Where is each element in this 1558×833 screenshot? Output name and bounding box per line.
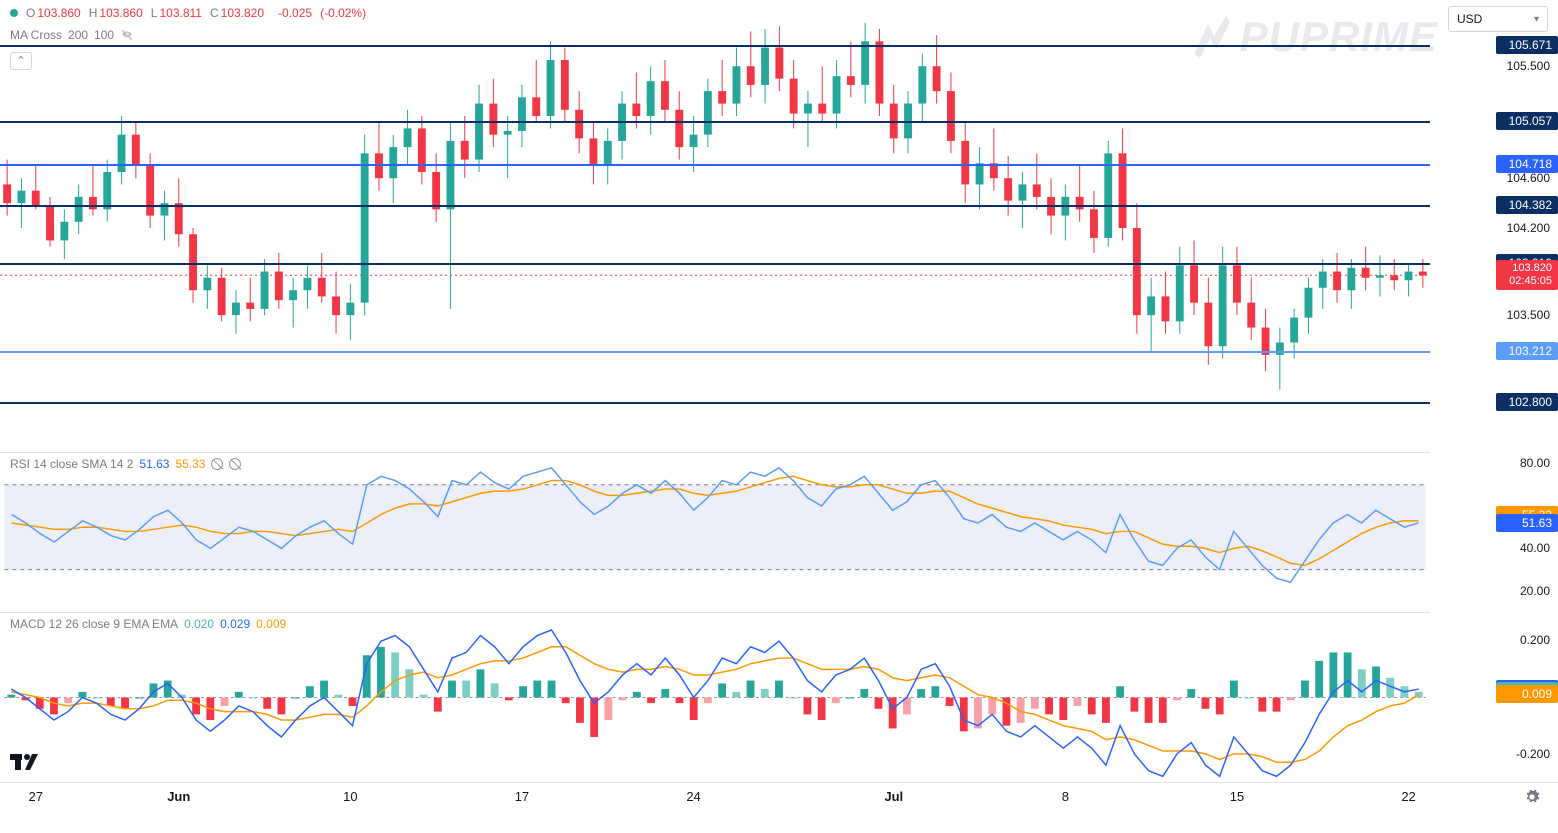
time-axis: 27 Jun 10 17 24 Jul 8 15 22: [0, 782, 1558, 818]
time-tick: 15: [1230, 789, 1244, 804]
settings-icon[interactable]: [211, 458, 223, 470]
level-tag[interactable]: 105.057: [1496, 112, 1558, 130]
rsi-value-tag: 51.63: [1496, 514, 1558, 532]
price-tick: 104.200: [1507, 221, 1550, 235]
level-tag[interactable]: 104.382: [1496, 196, 1558, 214]
rsi-tick: 20.00: [1520, 584, 1550, 598]
rsi-tick: 80.00: [1520, 456, 1550, 470]
rsi-value-2: 55.33: [175, 457, 205, 471]
macd-tick: -0.200: [1516, 747, 1550, 761]
level-line[interactable]: [0, 351, 1430, 353]
time-tick: 24: [686, 789, 700, 804]
time-tick: Jun: [167, 789, 190, 804]
price-axis: 105.500 104.600 104.200 103.500 105.671 105.0…: [1430, 0, 1558, 782]
level-tag[interactable]: 103.212: [1496, 342, 1558, 360]
level-tag[interactable]: 104.718: [1496, 155, 1558, 173]
settings-icon-2[interactable]: [229, 458, 241, 470]
level-line[interactable]: [0, 121, 1430, 123]
level-line[interactable]: [0, 164, 1430, 166]
countdown: 02:45:05: [1502, 275, 1552, 288]
macd-signal-value: 0.009: [256, 617, 286, 631]
rsi-pane[interactable]: RSI 14 close SMA 14 2 51.63 55.33: [0, 452, 1430, 612]
level-tag[interactable]: 105.671: [1496, 36, 1558, 54]
time-tick: 27: [29, 789, 43, 804]
macd-value-tag: 0.009: [1496, 685, 1558, 703]
macd-plot: [0, 613, 1430, 782]
price-pane[interactable]: [0, 4, 1430, 452]
current-price: 103.820: [1502, 262, 1552, 275]
current-price-tag: 103.82002:45:05: [1496, 260, 1558, 290]
time-tick: Jul: [884, 789, 903, 804]
rsi-legend: RSI 14 close SMA 14 2 51.63 55.33: [10, 457, 241, 471]
price-tick: 103.500: [1507, 308, 1550, 322]
axis-settings-icon[interactable]: [1524, 789, 1540, 810]
level-line[interactable]: [0, 263, 1430, 265]
price-tick: 105.500: [1507, 59, 1550, 73]
time-tick: 8: [1062, 789, 1069, 804]
time-tick: 22: [1401, 789, 1415, 804]
level-line[interactable]: [0, 45, 1430, 47]
tradingview-logo: [10, 754, 38, 775]
macd-hist-value: 0.020: [184, 617, 214, 631]
price-plot: [0, 4, 1430, 452]
level-line[interactable]: [0, 205, 1430, 207]
price-tick: 104.600: [1507, 171, 1550, 185]
macd-macd-value: 0.029: [220, 617, 250, 631]
time-tick: 17: [515, 789, 529, 804]
rsi-label: RSI 14 close SMA 14 2: [10, 457, 133, 471]
rsi-plot: [0, 453, 1430, 612]
macd-legend: MACD 12 26 close 9 EMA EMA 0.020 0.029 0…: [10, 617, 286, 631]
time-tick: 10: [343, 789, 357, 804]
level-line[interactable]: [0, 402, 1430, 404]
rsi-value-1: 51.63: [139, 457, 169, 471]
macd-pane[interactable]: MACD 12 26 close 9 EMA EMA 0.020 0.029 0…: [0, 612, 1430, 782]
macd-tick: 0.200: [1520, 633, 1550, 647]
macd-label: MACD 12 26 close 9 EMA EMA: [10, 617, 178, 631]
chart-root: O103.860 H103.860 L103.811 C103.820 -0.0…: [0, 0, 1558, 833]
rsi-tick: 40.00: [1520, 541, 1550, 555]
level-tag[interactable]: 102.800: [1496, 393, 1558, 411]
